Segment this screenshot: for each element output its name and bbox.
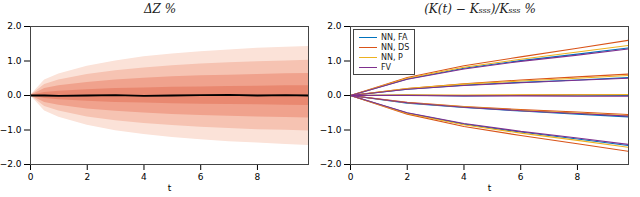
svg-text:8: 8	[255, 172, 261, 182]
html-text:ΔZ %: ΔZ %	[143, 2, 177, 16]
svg-text:0: 0	[348, 172, 354, 182]
svg-text:t: t	[488, 183, 492, 193]
svg-text:1.0: 1.0	[327, 56, 342, 66]
svg-text:6: 6	[198, 172, 204, 182]
svg-text:4: 4	[461, 172, 467, 182]
svg-text:2: 2	[84, 172, 90, 182]
svg-text:−1.0: −1.0	[0, 125, 22, 135]
svg-text:0: 0	[28, 172, 34, 182]
html-text:FV: FV	[381, 62, 392, 72]
svg-text:−2.0: −2.0	[320, 159, 342, 169]
html-text:NN, DS: NN, DS	[381, 42, 410, 52]
svg-text:6: 6	[518, 172, 524, 182]
svg-text:−2.0: −2.0	[0, 159, 22, 169]
svg-text:4: 4	[141, 172, 147, 182]
svg-text:t: t	[168, 183, 172, 193]
svg-text:2.0: 2.0	[327, 21, 342, 31]
html-text:NN, FA: NN, FA	[381, 32, 408, 42]
svg-text:8: 8	[575, 172, 581, 182]
svg-text:2: 2	[404, 172, 410, 182]
svg-text:1.0: 1.0	[7, 56, 22, 66]
svg-text:2.0: 2.0	[7, 21, 22, 31]
svg-text:0.0: 0.0	[327, 90, 342, 100]
html-text:(K(t) − Kₛₛₛ)/Kₛₛₛ %: (K(t) − Kₛₛₛ)/Kₛₛₛ %	[424, 2, 536, 16]
svg-text:−1.0: −1.0	[320, 125, 342, 135]
svg-text:0.0: 0.0	[7, 90, 22, 100]
html-text:NN, P: NN, P	[381, 52, 403, 62]
